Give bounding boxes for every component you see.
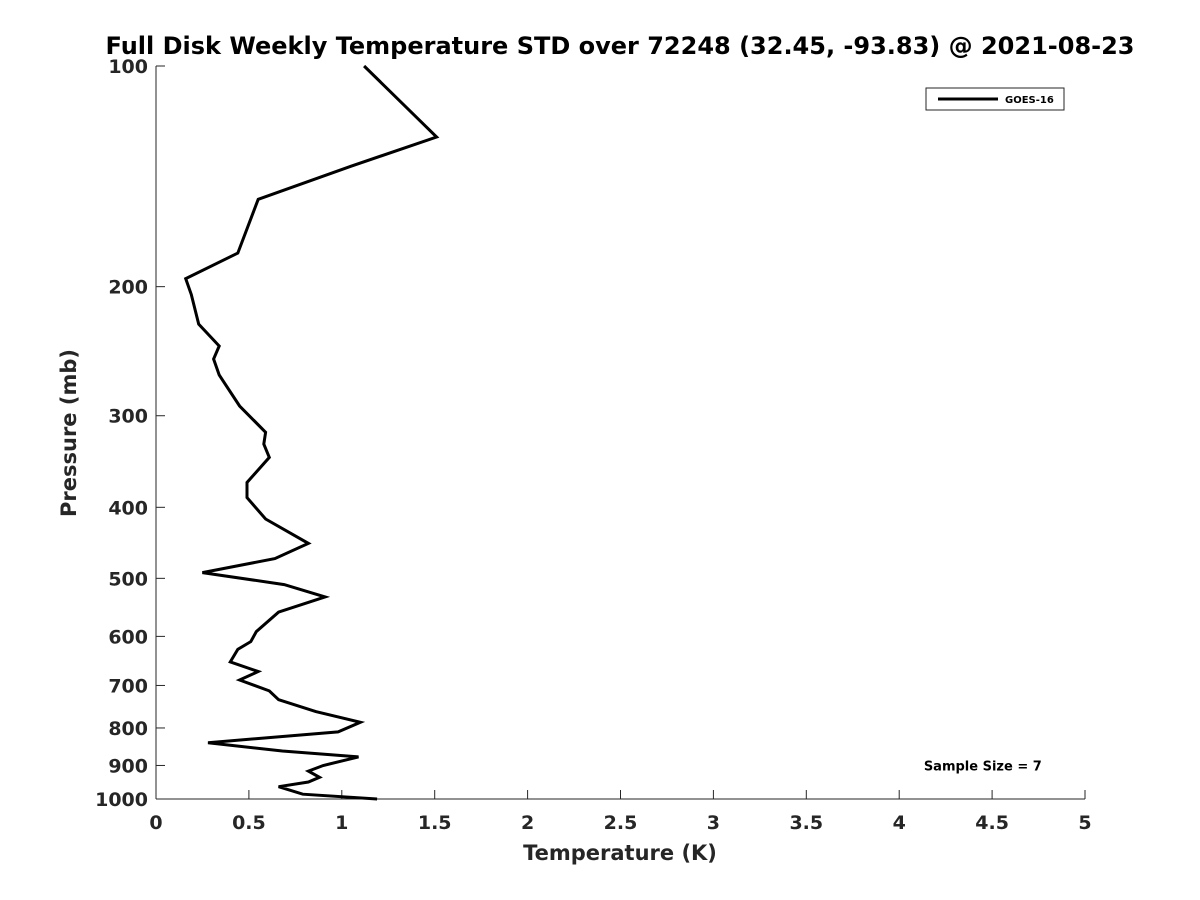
y-tick-label: 100 [108,56,148,78]
x-tick-label: 1.5 [418,812,452,834]
sample-size-annotation: Sample Size = 7 [924,759,1042,774]
chart-title: Full Disk Weekly Temperature STD over 72… [106,32,1135,60]
plot-area: 0 0.5 1 1.5 2 2.5 3 3.5 4 4.5 5 100 200 300 400 500 600 7… [95,56,1092,834]
y-tick-label: 700 [108,675,148,697]
x-tick-label: 0 [149,812,162,834]
y-tick-label: 300 [108,406,148,428]
x-axis-label: Temperature (K) [523,841,717,865]
x-tick-label: 2 [521,812,534,834]
annotations: Sample Size = 7 [924,759,1042,774]
y-tick-label: 500 [108,568,148,590]
y-tick-label: 800 [108,718,148,740]
y-tick-label: 200 [108,277,148,299]
x-tick-label: 4 [893,812,906,834]
x-tick-label: 3.5 [789,812,823,834]
y-tick-label: 900 [108,755,148,777]
x-tick-label: 3 [707,812,720,834]
y-axis-label: Pressure (mb) [57,349,81,517]
y-tick-label: 400 [108,497,148,519]
x-tick-label: 5 [1078,812,1091,834]
x-tick-label: 2.5 [604,812,638,834]
y-tick-label: 1000 [95,789,148,811]
x-tick-label: 0.5 [232,812,266,834]
x-tick-label: 1 [335,812,348,834]
legend-entry-label: GOES-16 [1005,95,1054,106]
series-line-goes-16 [183,64,440,801]
legend: GOES-16 [925,87,1065,111]
y-tick-label: 600 [108,626,148,648]
x-tick-label: 4.5 [975,812,1009,834]
